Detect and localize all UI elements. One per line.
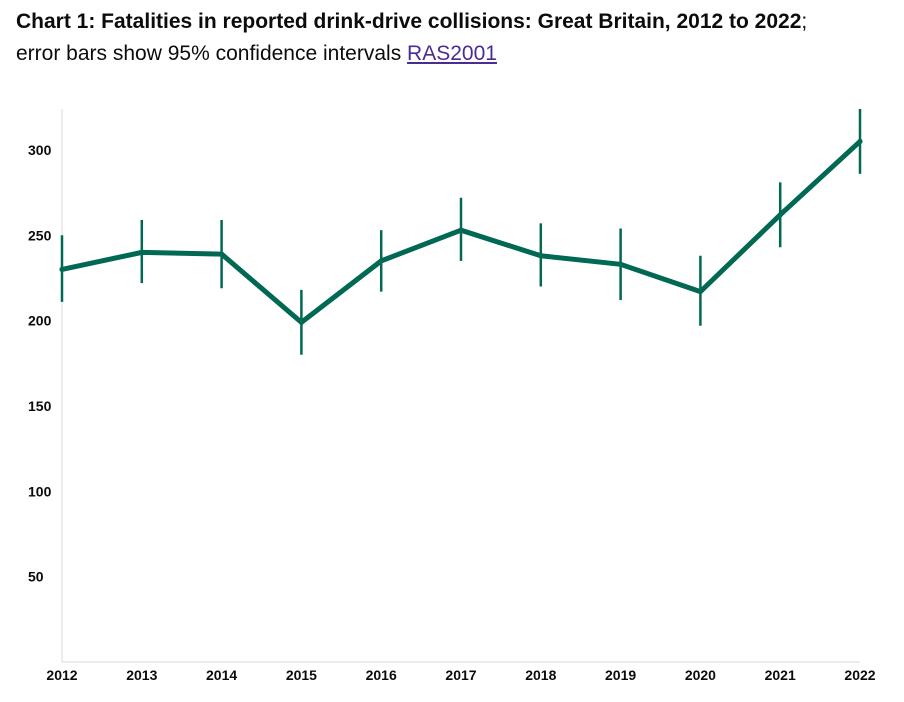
x-tick-label: 2022	[844, 667, 875, 683]
chart-title: Chart 1: Fatalities in reported drink-dr…	[16, 10, 802, 33]
y-tick-label: 150	[28, 398, 52, 414]
data-point	[378, 258, 384, 264]
data-point	[538, 253, 544, 259]
data-point	[458, 227, 464, 233]
data-point	[777, 212, 783, 218]
title-separator: ;	[801, 10, 808, 33]
data-point	[697, 289, 703, 295]
data-point	[618, 261, 624, 267]
data-point	[219, 251, 225, 257]
x-tick-label: 2021	[765, 667, 796, 683]
data-point	[857, 138, 863, 144]
y-tick-label: 100	[28, 483, 52, 499]
x-tick-label: 2013	[126, 667, 157, 683]
data-point	[59, 266, 65, 272]
source-table-link[interactable]: RAS2001	[407, 42, 497, 65]
x-tick-label: 2014	[206, 667, 237, 683]
x-tick-label: 2016	[366, 667, 397, 683]
series-lines	[59, 138, 863, 325]
chart-subtitle: error bars show 95% confidence intervals	[16, 42, 402, 65]
axes-group	[61, 109, 860, 663]
x-axis-ticks: 2012 2013 2014 2015 2016 2017 2018 2019 2020 2021…	[46, 667, 875, 683]
x-tick-label: 2017	[445, 667, 476, 683]
x-tick-label: 2019	[605, 667, 636, 683]
x-tick-label: 2018	[525, 667, 556, 683]
x-tick-label: 2012	[46, 667, 77, 683]
y-tick-label: 250	[28, 227, 52, 243]
x-tick-label: 2015	[286, 667, 317, 683]
y-axis-ticks: 50 100 150 200 250 300	[28, 142, 52, 585]
y-tick-label: 50	[28, 569, 44, 585]
x-tick-label: 2020	[685, 667, 716, 683]
chart-title-block: Chart 1: Fatalities in reported drink-dr…	[16, 6, 896, 70]
data-point	[298, 319, 304, 325]
data-point	[139, 249, 145, 255]
y-tick-label: 200	[28, 313, 52, 329]
y-tick-label: 300	[28, 142, 52, 158]
